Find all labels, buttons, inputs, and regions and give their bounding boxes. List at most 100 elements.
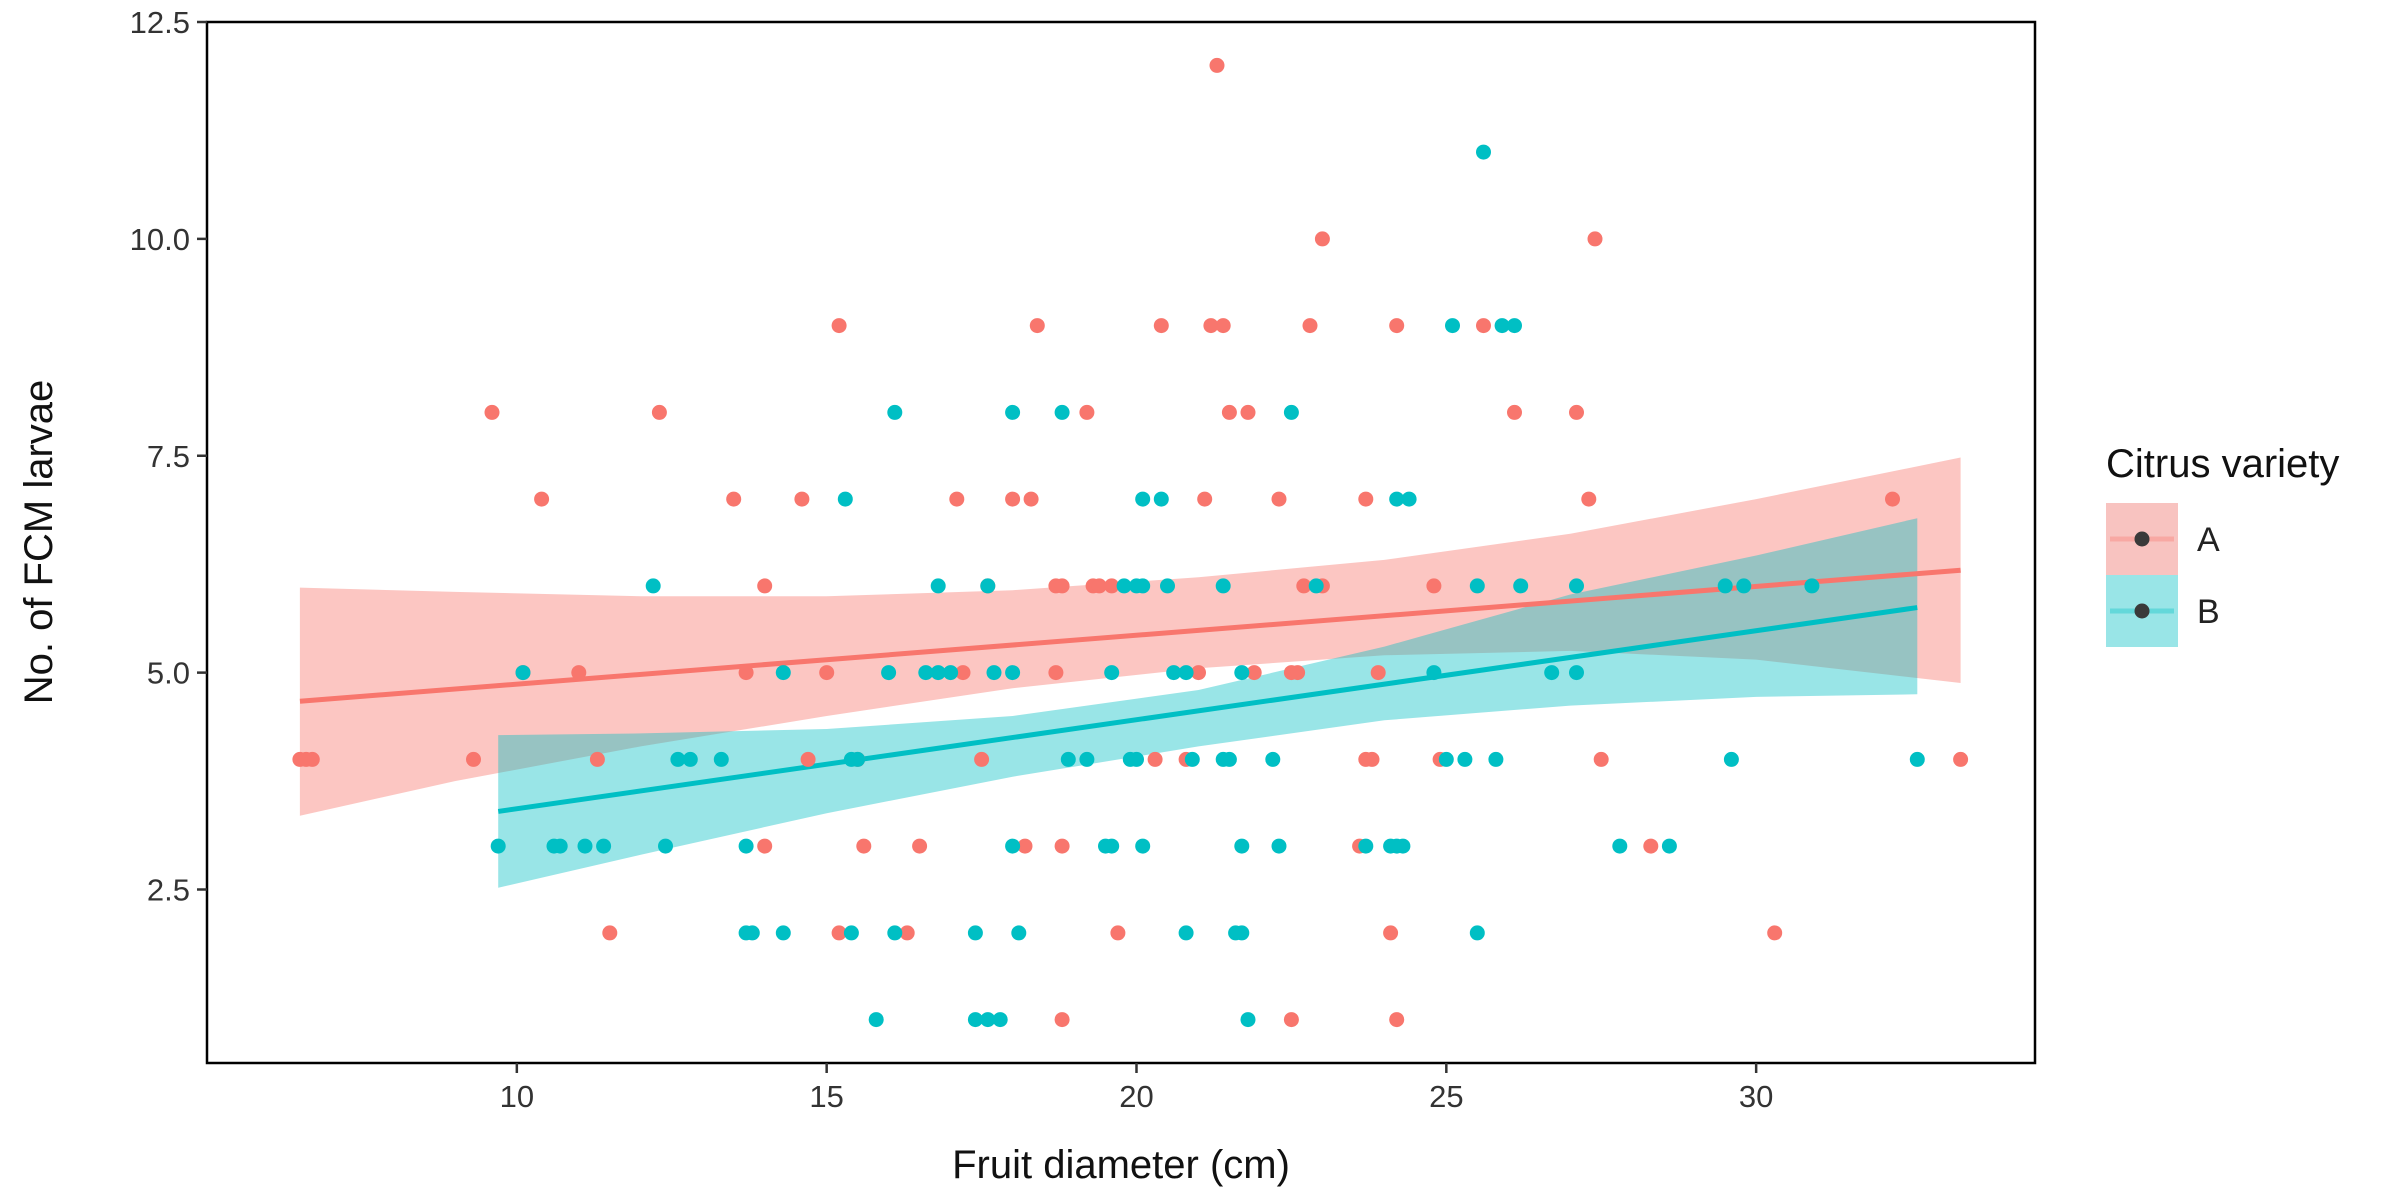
- data-point-b: [1358, 838, 1374, 854]
- data-point-a: [757, 578, 773, 594]
- data-point-b: [843, 925, 859, 941]
- data-point-a: [800, 751, 816, 767]
- data-point-a: [1054, 838, 1070, 854]
- data-point-b: [670, 751, 686, 767]
- data-point-a: [794, 491, 810, 507]
- data-point-b: [713, 751, 729, 767]
- data-point-b: [1401, 491, 1417, 507]
- data-point-b: [1135, 578, 1151, 594]
- data-point-a: [1364, 751, 1380, 767]
- data-point-b: [1060, 751, 1076, 767]
- data-point-b: [837, 491, 853, 507]
- data-point-b: [881, 665, 897, 681]
- data-point-a: [1476, 318, 1491, 334]
- data-point-a: [1302, 318, 1318, 334]
- data-point-a: [1215, 318, 1231, 334]
- data-point-a: [1240, 404, 1256, 420]
- data-point-b: [1612, 838, 1628, 854]
- data-point-b: [1104, 838, 1120, 854]
- data-point-a: [1197, 491, 1213, 507]
- data-point-b: [1445, 318, 1460, 334]
- data-point-b: [1234, 925, 1250, 941]
- data-point-a: [1643, 838, 1659, 854]
- data-point-b: [1116, 578, 1132, 594]
- data-point-a: [1221, 404, 1237, 420]
- data-point-a: [1587, 231, 1603, 247]
- data-point-b: [1507, 318, 1522, 334]
- data-point-a: [1885, 491, 1900, 507]
- data-point-a: [1079, 404, 1095, 420]
- data-point-b: [980, 1012, 996, 1028]
- data-point-b: [1160, 578, 1175, 594]
- data-point-b: [1457, 751, 1473, 767]
- data-point-b: [515, 665, 531, 681]
- data-point-b: [1717, 578, 1733, 594]
- data-point-a: [1296, 578, 1312, 594]
- data-point-b: [1005, 838, 1021, 854]
- data-point-b: [1011, 925, 1027, 941]
- data-point-a: [955, 665, 971, 681]
- data-point-a: [1054, 578, 1070, 594]
- data-point-a: [949, 491, 965, 507]
- data-point-b: [1215, 578, 1231, 594]
- data-point-a: [1581, 491, 1597, 507]
- data-point-b: [1283, 404, 1299, 420]
- data-point-b: [682, 751, 698, 767]
- x-axis-title: Fruit diameter (cm): [952, 1143, 1290, 1187]
- data-point-b: [1804, 578, 1820, 594]
- data-point-b: [1438, 751, 1454, 767]
- legend: Citrus variety AB: [2106, 442, 2339, 647]
- data-point-b: [1129, 751, 1144, 767]
- data-point-a: [1383, 925, 1399, 941]
- data-point-b: [1234, 838, 1250, 854]
- data-point-a: [1246, 665, 1262, 681]
- data-point-b: [1153, 491, 1169, 507]
- data-point-b: [1909, 751, 1925, 767]
- data-point-a: [1569, 404, 1584, 420]
- data-point-a: [1767, 925, 1783, 941]
- data-point-b: [868, 1012, 884, 1028]
- x-tick-label: 25: [1429, 1079, 1463, 1114]
- data-point-a: [912, 838, 928, 854]
- plot-panel-border: [205, 20, 2037, 1065]
- data-point-a: [1153, 318, 1169, 334]
- data-point-b: [930, 665, 946, 681]
- legend-key-point: [2134, 603, 2150, 619]
- data-point-a: [1110, 925, 1126, 941]
- legend-label-a: A: [2197, 521, 2220, 559]
- data-point-a: [1953, 751, 1969, 767]
- data-point-b: [1271, 838, 1287, 854]
- data-point-b: [1469, 925, 1485, 941]
- data-point-a: [1104, 578, 1120, 594]
- data-point-a: [1358, 491, 1374, 507]
- data-point-a: [1593, 751, 1609, 767]
- data-point-b: [1135, 838, 1151, 854]
- data-point-b: [1054, 404, 1070, 420]
- data-point-b: [1488, 751, 1504, 767]
- data-point-b: [1135, 491, 1151, 507]
- data-point-a: [304, 751, 320, 767]
- legend-key-point: [2134, 531, 2150, 547]
- data-point-b: [1178, 925, 1194, 941]
- data-point-a: [534, 491, 550, 507]
- data-point-b: [1178, 665, 1194, 681]
- data-point-b: [552, 838, 568, 854]
- data-point-a: [1389, 318, 1405, 334]
- data-point-a: [1091, 578, 1107, 594]
- data-point-a: [1048, 665, 1064, 681]
- data-point-b: [980, 578, 996, 594]
- data-point-b: [577, 838, 593, 854]
- data-points: [292, 57, 1969, 1028]
- data-point-a: [484, 404, 500, 420]
- data-point-b: [1476, 144, 1491, 160]
- data-point-b: [645, 578, 661, 594]
- data-point-b: [1166, 665, 1182, 681]
- x-tick-label: 10: [500, 1079, 534, 1114]
- data-point-a: [651, 404, 667, 420]
- data-point-a: [1029, 318, 1045, 334]
- data-point-b: [1569, 665, 1584, 681]
- data-point-a: [1389, 1012, 1405, 1028]
- data-point-a: [589, 751, 605, 767]
